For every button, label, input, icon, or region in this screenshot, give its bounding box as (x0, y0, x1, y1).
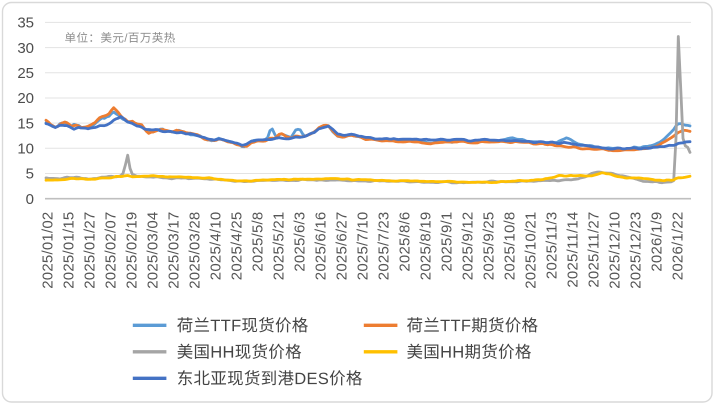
svg-text:2025/10/8: 2025/10/8 (501, 212, 518, 281)
svg-text:2025/12/10: 2025/12/10 (606, 212, 623, 289)
svg-text:2025/11/27: 2025/11/27 (585, 212, 602, 288)
svg-text:2025/7/10: 2025/7/10 (354, 212, 371, 281)
svg-text:2025/7/23: 2025/7/23 (375, 212, 392, 281)
svg-text:10: 10 (17, 141, 34, 158)
svg-text:2026/1/22: 2026/1/22 (669, 212, 686, 281)
svg-text:2025/02/19: 2025/02/19 (123, 212, 140, 289)
svg-text:2025/01/27: 2025/01/27 (81, 212, 98, 289)
svg-text:30: 30 (17, 40, 34, 57)
svg-text:2025/8/19: 2025/8/19 (417, 212, 434, 281)
svg-text:2025/03/17: 2025/03/17 (165, 212, 182, 289)
svg-text:2025/9/1: 2025/9/1 (438, 212, 455, 272)
svg-text:2025/5/21: 2025/5/21 (270, 212, 287, 281)
svg-text:2025/9/25: 2025/9/25 (480, 212, 497, 281)
svg-text:2025/12/23: 2025/12/23 (627, 212, 644, 289)
svg-text:2025/6/16: 2025/6/16 (312, 212, 329, 281)
svg-text:2025/4/25: 2025/4/25 (228, 212, 245, 281)
svg-text:2025/01/02: 2025/01/02 (39, 212, 56, 289)
svg-text:2025/6/27: 2025/6/27 (333, 212, 350, 281)
svg-text:2025/4/10: 2025/4/10 (207, 212, 224, 281)
svg-text:2025/5/8: 2025/5/8 (249, 212, 266, 272)
svg-text:2025/8/6: 2025/8/6 (396, 212, 413, 272)
svg-text:2025/11/14: 2025/11/14 (564, 212, 581, 288)
svg-text:2025/6/3: 2025/6/3 (291, 212, 308, 272)
svg-text:2025/03/04: 2025/03/04 (144, 212, 161, 289)
svg-text:2025/02/07: 2025/02/07 (102, 212, 119, 289)
svg-text:25: 25 (17, 65, 34, 82)
svg-text:20: 20 (17, 90, 34, 107)
svg-text:5: 5 (26, 166, 34, 183)
svg-text:2025/03/28: 2025/03/28 (186, 212, 203, 289)
svg-text:0: 0 (26, 191, 34, 208)
svg-text:2026/1/9: 2026/1/9 (648, 212, 665, 272)
svg-text:2025/11/3: 2025/11/3 (543, 212, 560, 280)
svg-text:2025/10/21: 2025/10/21 (522, 212, 539, 289)
svg-text:35: 35 (17, 15, 34, 32)
svg-text:15: 15 (17, 115, 34, 132)
svg-text:2025/9/12: 2025/9/12 (459, 212, 476, 281)
svg-text:2025/01/15: 2025/01/15 (60, 212, 77, 289)
